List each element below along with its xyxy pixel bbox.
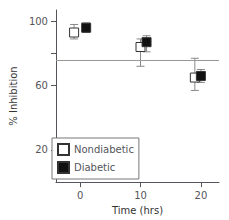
svg-text:Diabetic: Diabetic [74, 162, 115, 173]
svg-text:0: 0 [77, 190, 83, 201]
svg-text:Time (hrs): Time (hrs) [111, 205, 163, 216]
svg-text:10: 10 [134, 190, 147, 201]
svg-text:20: 20 [195, 190, 208, 201]
svg-text:20: 20 [35, 144, 48, 155]
svg-text:% Inhibition: % Inhibition [8, 66, 19, 125]
svg-text:Nondiabetic: Nondiabetic [74, 144, 134, 155]
svg-text:100: 100 [29, 16, 48, 27]
svg-text:60: 60 [35, 80, 48, 91]
